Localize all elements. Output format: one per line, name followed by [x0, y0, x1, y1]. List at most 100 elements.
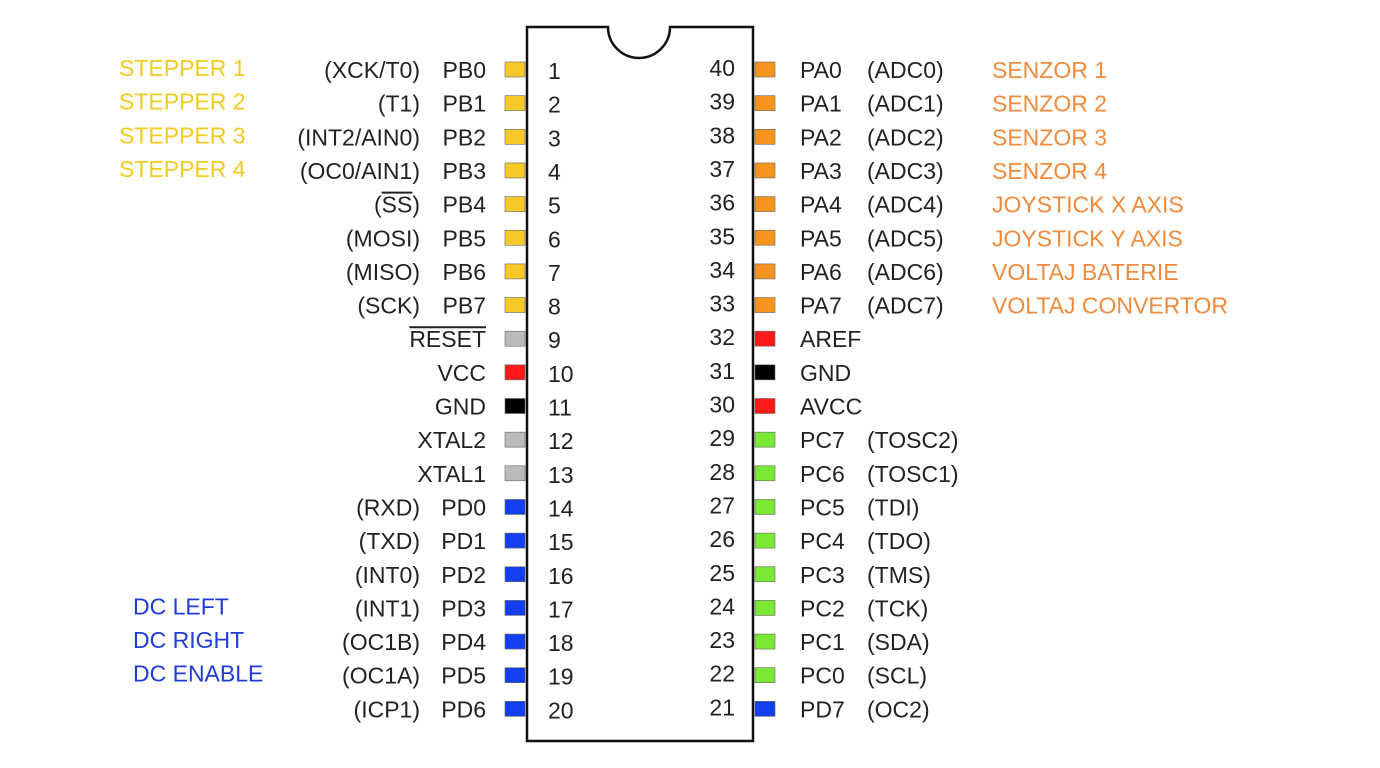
pin-name: VCC: [437, 360, 486, 386]
pin-number: 36: [709, 190, 735, 216]
pin-alt-function: (ADC7): [867, 293, 944, 319]
pin-annotation: STEPPER 2: [119, 89, 246, 115]
pin-13: 13 XTAL1: [417, 461, 573, 488]
pin-name: PA6: [800, 259, 842, 285]
pin-alt-function: (OC1A): [342, 663, 420, 689]
pin-21: 21 PD7 (OC2): [709, 694, 929, 722]
pin-color-marker: [504, 566, 526, 583]
pin-number: 38: [709, 122, 735, 148]
pin-annotation: JOYSTICK X AXIS: [992, 192, 1184, 218]
pin-5: 5 PB4 (SS): [374, 191, 561, 219]
pin-number: 6: [548, 226, 561, 252]
pin-18: 18 PD4 (OC1B) DC RIGHT: [133, 627, 574, 656]
pin-alt-function: (MOSI): [346, 225, 420, 251]
pin-number: 25: [709, 560, 735, 586]
pin-color-marker: [754, 633, 776, 650]
pin-color-marker: [504, 532, 526, 549]
pin-37: 37 PA3 (ADC3) SENZOR 4: [709, 156, 1107, 184]
pin-name: XTAL1: [417, 461, 486, 487]
pin-name: PD0: [441, 494, 486, 520]
pin-color-marker: [754, 95, 776, 111]
pin-8: 8 PB7 (SCK): [357, 293, 560, 320]
pin-number: 32: [709, 324, 735, 350]
pin-color-marker: [754, 701, 776, 717]
pin-38: 38 PA2 (ADC2) SENZOR 3: [709, 122, 1107, 150]
pin-number: 1: [548, 58, 561, 84]
pin-alt-function: (XCK/T0): [324, 57, 420, 83]
pin-name: PD3: [441, 595, 486, 621]
pin-alt-function: (OC0/AIN1): [300, 158, 420, 184]
pin-alt-function: (ADC1): [867, 91, 944, 117]
pin-alt-function: (TOSC1): [867, 461, 959, 487]
pin-annotation: SENZOR 2: [992, 91, 1107, 117]
pin-39: 39 PA1 (ADC1) SENZOR 2: [709, 89, 1107, 117]
pin-40: 40 PA0 (ADC0) SENZOR 1: [709, 55, 1107, 83]
pin-number: 3: [548, 125, 561, 151]
pin-color-marker: [754, 196, 776, 212]
pin-color-marker: [754, 431, 776, 448]
pin-7: 7 PB6 (MISO): [346, 259, 561, 286]
pin-name: AVCC: [800, 394, 862, 420]
pin-alt-function: (ADC0): [867, 57, 944, 83]
pin-name: XTAL2: [417, 427, 486, 453]
pin-alt-function: (TMS): [867, 562, 931, 588]
pin-color-marker: [504, 263, 526, 280]
pin-color-marker: [754, 330, 776, 347]
pin-annotation: STEPPER 3: [119, 122, 246, 148]
pin-number: 40: [709, 55, 735, 81]
pin-color-marker: [504, 431, 526, 448]
pin-annotation: STEPPER 4: [119, 156, 246, 182]
pin-color-marker: [504, 61, 526, 78]
pin-number: 30: [709, 392, 735, 418]
pin-alt-function: (TXD): [359, 528, 420, 554]
pin-color-marker: [754, 566, 776, 583]
pin-alt-function: (MISO): [346, 259, 420, 285]
pin-color-marker: [504, 196, 526, 212]
pin-number: 28: [709, 459, 735, 485]
pin-name: RESET: [409, 326, 486, 352]
pin-color-marker: [754, 162, 776, 179]
pin-29: 29 PC7 (TOSC2): [709, 425, 958, 453]
pin-number: 22: [709, 661, 735, 687]
pin-name: PA0: [800, 57, 842, 83]
pin-30: 30 AVCC: [709, 392, 862, 420]
pin-name: PB1: [443, 91, 486, 117]
pin-name: PC5: [800, 494, 845, 520]
pin-color-marker: [504, 364, 526, 381]
pin-name: PD1: [441, 528, 486, 554]
pin-number: 31: [709, 358, 735, 384]
pin-22: 22 PC0 (SCL): [709, 661, 927, 689]
pin-name: PD2: [441, 562, 486, 588]
pin-number: 13: [548, 462, 574, 488]
pin-number: 24: [709, 593, 735, 619]
pin-color-marker: [754, 297, 776, 313]
pin-name: PD7: [800, 696, 845, 722]
pin-number: 29: [709, 425, 735, 451]
pin-14: 14 PD0 (RXD): [356, 494, 574, 521]
pin-number: 11: [548, 395, 572, 421]
pin-annotation: JOYSTICK Y AXIS: [992, 225, 1183, 251]
pin-color-marker: [504, 297, 526, 313]
pin-alt-function: (OC2): [867, 696, 930, 722]
pin-17: 17 PD3 (INT1) DC LEFT: [133, 593, 574, 622]
pin-number: 15: [548, 529, 574, 555]
pin-color-marker: [754, 600, 776, 616]
pin-number: 17: [548, 596, 574, 622]
pin-name: PB5: [443, 225, 486, 251]
pin-color-marker: [754, 129, 776, 145]
pin-name: PC4: [800, 528, 845, 554]
pin-name: PA4: [800, 192, 842, 218]
pin-color-marker: [504, 398, 526, 414]
pin-alt-function: (INT0): [355, 562, 420, 588]
pin-alt-function: (ADC2): [867, 124, 944, 150]
pin-number: 33: [709, 291, 735, 317]
pin-color-marker: [504, 95, 526, 111]
pin-color-marker: [754, 667, 776, 684]
pin-annotation: DC RIGHT: [133, 627, 244, 653]
right-pin-column: 40 PA0 (ADC0) SENZOR 1 39 PA1 (ADC1) SENZOR 2 38…: [709, 55, 1228, 722]
pin-19: 19 PD5 (OC1A) DC ENABLE: [133, 661, 574, 690]
pin-name: PD6: [441, 696, 486, 722]
pin-annotation: SENZOR 4: [992, 158, 1107, 184]
chip-body: [525, 25, 755, 743]
pin-number: 8: [548, 294, 561, 320]
